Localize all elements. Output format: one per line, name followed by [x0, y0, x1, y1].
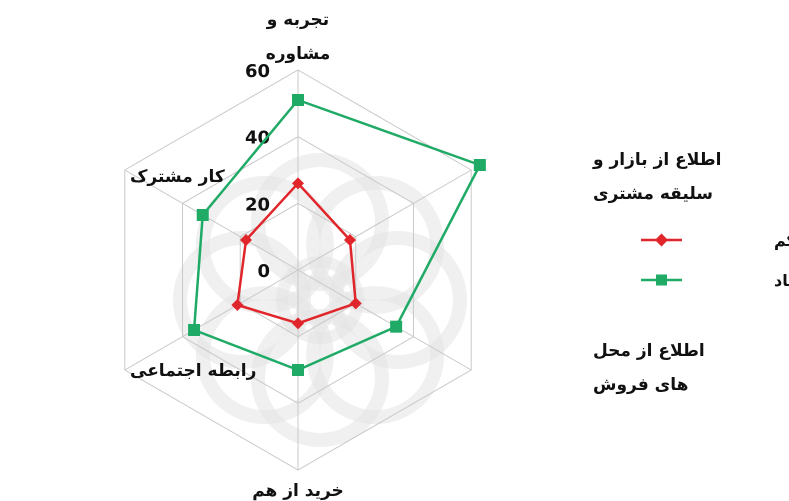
axis-labels: تجربه و مشاوره اطلاع از بازار و سلیقه مشتری…: [130, 10, 721, 501]
axis-label-line: اطلاع از محل: [593, 341, 705, 361]
legend-label-high: موفقیت زیاد: [774, 271, 789, 290]
axis-label-line: های فروش: [593, 375, 688, 395]
legend-item-high-success: موفقیت زیاد: [641, 271, 789, 290]
grid-spoke: [124, 269, 299, 371]
axis-label-line: سلیقه مشتری: [593, 184, 713, 204]
axis-label-line: اطلاع از بازار و: [592, 150, 721, 170]
grid-spoke: [297, 169, 472, 271]
radial-tick-labels: 0 20 40 60: [245, 61, 270, 282]
axis-label-line: خرید از هم: [252, 481, 344, 501]
axis-label: رابطه اجتماعی: [130, 361, 256, 381]
r-tick-label: 40: [245, 128, 270, 149]
axis-label: تجربه و مشاوره: [266, 10, 331, 64]
legend: موفقیت کم موفقیت زیاد: [641, 231, 789, 290]
axis-label: کار مشترک: [130, 167, 225, 187]
axis-label-line: تجربه و: [266, 10, 329, 30]
data-point-square: [390, 320, 403, 333]
data-point-square: [473, 159, 486, 171]
grid-spoke: [124, 169, 299, 271]
data-point-diamond: [292, 177, 304, 190]
data-point-square: [292, 364, 304, 376]
series-layer: [188, 94, 486, 376]
axis-label: اطلاع از محل های فروش: [593, 341, 705, 395]
r-tick-label: 60: [245, 61, 270, 82]
axis-label-line: رابطه اجتماعی: [130, 361, 256, 381]
legend-item-low-success: موفقیت کم: [641, 231, 789, 250]
data-point-square: [188, 324, 201, 336]
legend-square-marker: [656, 274, 667, 286]
data-point-square: [292, 94, 304, 106]
r-tick-label: 0: [257, 261, 270, 282]
axis-label: اطلاع از بازار و سلیقه مشتری: [592, 150, 721, 204]
legend-diamond-marker: [655, 233, 668, 247]
data-point-diamond: [343, 234, 356, 246]
axis-label: خرید از هم: [252, 481, 344, 501]
background-watermark: [173, 153, 467, 447]
data-point-diamond: [292, 317, 304, 330]
r-tick-label: 20: [245, 194, 270, 215]
data-point-square: [196, 209, 209, 221]
data-point-diamond: [240, 234, 253, 246]
axis-label-line: کار مشترک: [130, 167, 225, 187]
data-point-diamond: [349, 297, 362, 310]
grid-spoke: [297, 269, 472, 371]
legend-label-low: موفقیت کم: [774, 231, 789, 250]
axis-label-line: مشاوره: [266, 44, 331, 64]
radar-grid: [124, 69, 472, 471]
data-point-diamond: [231, 299, 244, 311]
